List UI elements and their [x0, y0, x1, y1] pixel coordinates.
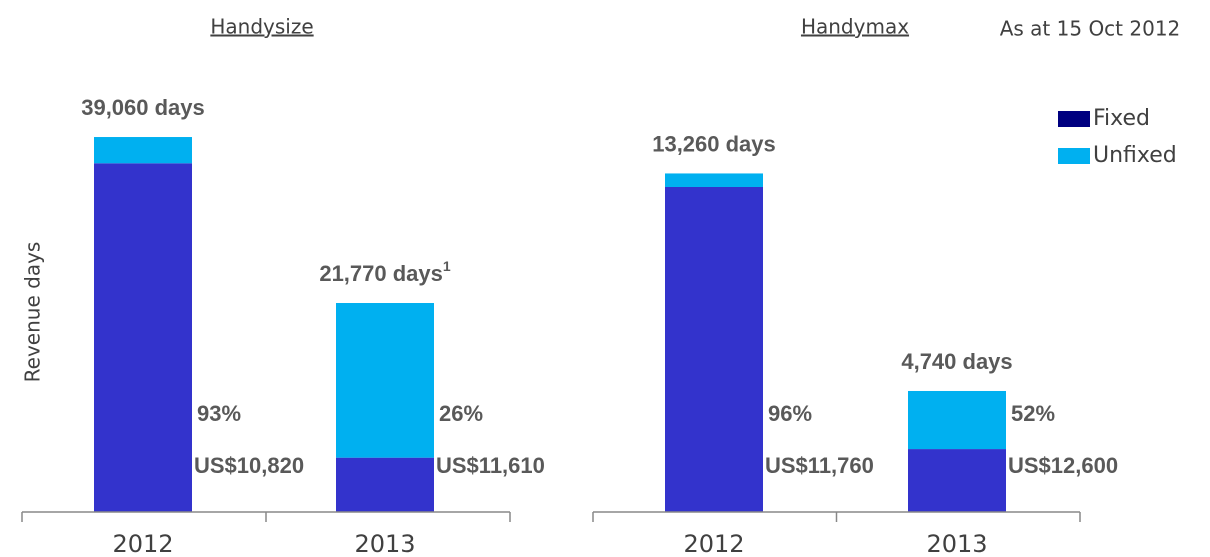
fixed-percent-label: 26% — [439, 401, 483, 426]
total-label-text: 39,060 days — [81, 95, 205, 120]
total-label-text: 21,770 days — [319, 261, 443, 286]
total-label: 39,060 days — [81, 95, 205, 120]
bar-segment — [336, 457, 434, 512]
y-axis-label: Revenue days — [21, 242, 45, 383]
rate-label: US$12,600 — [1008, 453, 1118, 478]
bar-segment — [908, 390, 1006, 450]
bar-segment — [908, 449, 1006, 512]
total-label: 21,770 days1 — [319, 258, 451, 286]
total-label-text: 4,740 days — [901, 349, 1012, 374]
rate-label: US$11,610 — [436, 453, 545, 478]
panel-title: Handymax — [801, 15, 909, 39]
bar-segment — [94, 163, 192, 512]
total-label: 4,740 days — [901, 349, 1012, 374]
x-tick-label: 2013 — [354, 530, 415, 557]
legend-swatch — [1058, 111, 1090, 127]
fixed-percent-label: 96% — [768, 401, 812, 426]
fixed-percent-label: 52% — [1011, 401, 1055, 426]
x-tick-label: 2012 — [112, 530, 173, 557]
total-label-text: 13,260 days — [652, 131, 776, 156]
bar-segment — [665, 173, 763, 187]
rate-label: US$11,760 — [765, 453, 874, 478]
rate-label: US$10,820 — [194, 453, 304, 478]
bar-segment — [94, 137, 192, 164]
legend-label: Fixed — [1093, 106, 1150, 131]
x-tick-label: 2013 — [926, 530, 987, 557]
legend-swatch — [1058, 148, 1090, 164]
bar-segment — [336, 303, 434, 458]
bar-segment — [665, 186, 763, 512]
panel-title: Handysize — [210, 15, 313, 39]
legend-label: Unfixed — [1093, 143, 1177, 168]
note: As at 15 Oct 2012 — [1000, 17, 1181, 41]
x-tick-label: 2012 — [683, 530, 744, 557]
fixed-percent-label: 93% — [197, 401, 241, 426]
total-label: 13,260 days — [652, 131, 776, 156]
footnote-marker: 1 — [443, 258, 451, 274]
